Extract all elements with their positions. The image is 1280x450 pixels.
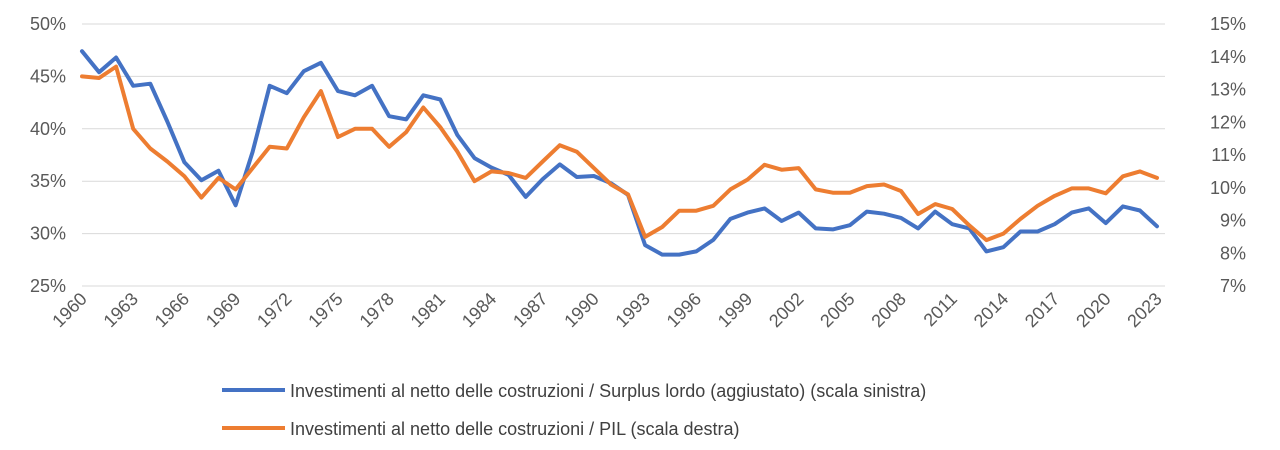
legend-label-pil: Investimenti al netto delle costruzioni … bbox=[290, 419, 740, 439]
right-y-tick-label: 8% bbox=[1220, 243, 1246, 263]
right-y-tick-label: 14% bbox=[1210, 47, 1246, 67]
x-tick-label: 1996 bbox=[663, 289, 705, 331]
x-tick-label: 1975 bbox=[304, 289, 346, 331]
left-y-tick-label: 25% bbox=[30, 276, 66, 296]
x-axis: 1960 1963 1966 1969 1972 1975 1978 1981 1984 1987… bbox=[48, 289, 1165, 331]
legend-item-surplus: Investimenti al netto delle costruzioni … bbox=[222, 381, 926, 401]
x-tick-label: 2011 bbox=[920, 289, 962, 331]
gridlines bbox=[82, 23, 1165, 287]
x-tick-label: 1990 bbox=[560, 289, 602, 331]
series-line-pil bbox=[80, 64, 1159, 243]
x-tick-label: 1984 bbox=[458, 289, 500, 331]
left-y-tick-label: 45% bbox=[30, 66, 66, 86]
right-y-tick-label: 13% bbox=[1210, 80, 1246, 100]
left-y-tick-label: 35% bbox=[30, 171, 66, 191]
x-tick-label: 1978 bbox=[356, 289, 398, 331]
right-y-tick-label: 15% bbox=[1210, 14, 1246, 34]
right-y-tick-label: 7% bbox=[1220, 276, 1246, 296]
x-tick-label: 1999 bbox=[714, 289, 756, 331]
x-tick-label: 2017 bbox=[1021, 289, 1063, 331]
left-y-tick-label: 40% bbox=[30, 119, 66, 139]
x-tick-label: 2008 bbox=[867, 289, 909, 331]
legend: Investimenti al netto delle costruzioni … bbox=[222, 381, 926, 439]
right-y-tick-label: 10% bbox=[1210, 178, 1246, 198]
series-line-surplus bbox=[80, 49, 1159, 257]
right-y-tick-label: 11% bbox=[1211, 145, 1246, 165]
left-y-axis: 25% 30% 35% 40% 45% 50% bbox=[30, 14, 66, 296]
right-y-tick-label: 12% bbox=[1210, 112, 1246, 132]
legend-item-pil: Investimenti al netto delle costruzioni … bbox=[222, 419, 740, 439]
x-tick-label: 1993 bbox=[611, 289, 653, 331]
x-tick-label: 1987 bbox=[509, 289, 551, 331]
right-y-axis: 7% 8% 9% 10% 11% 12% 13% 14% 15% bbox=[1210, 14, 1246, 296]
x-tick-label: 2014 bbox=[970, 289, 1012, 331]
x-tick-label: 2002 bbox=[765, 289, 807, 331]
left-y-tick-label: 50% bbox=[30, 14, 66, 34]
x-tick-label: 2005 bbox=[816, 289, 858, 331]
x-tick-label: 1981 bbox=[407, 289, 449, 331]
x-tick-label: 2023 bbox=[1123, 289, 1165, 331]
left-y-tick-label: 30% bbox=[30, 224, 66, 244]
x-tick-label: 1966 bbox=[151, 289, 193, 331]
right-y-tick-label: 9% bbox=[1220, 211, 1246, 231]
x-tick-label: 1972 bbox=[253, 289, 295, 331]
x-tick-label: 2020 bbox=[1072, 289, 1114, 331]
x-tick-label: 1969 bbox=[202, 289, 244, 331]
series-lines bbox=[80, 49, 1159, 257]
legend-label-surplus: Investimenti al netto delle costruzioni … bbox=[290, 381, 926, 401]
x-tick-label: 1963 bbox=[100, 289, 142, 331]
